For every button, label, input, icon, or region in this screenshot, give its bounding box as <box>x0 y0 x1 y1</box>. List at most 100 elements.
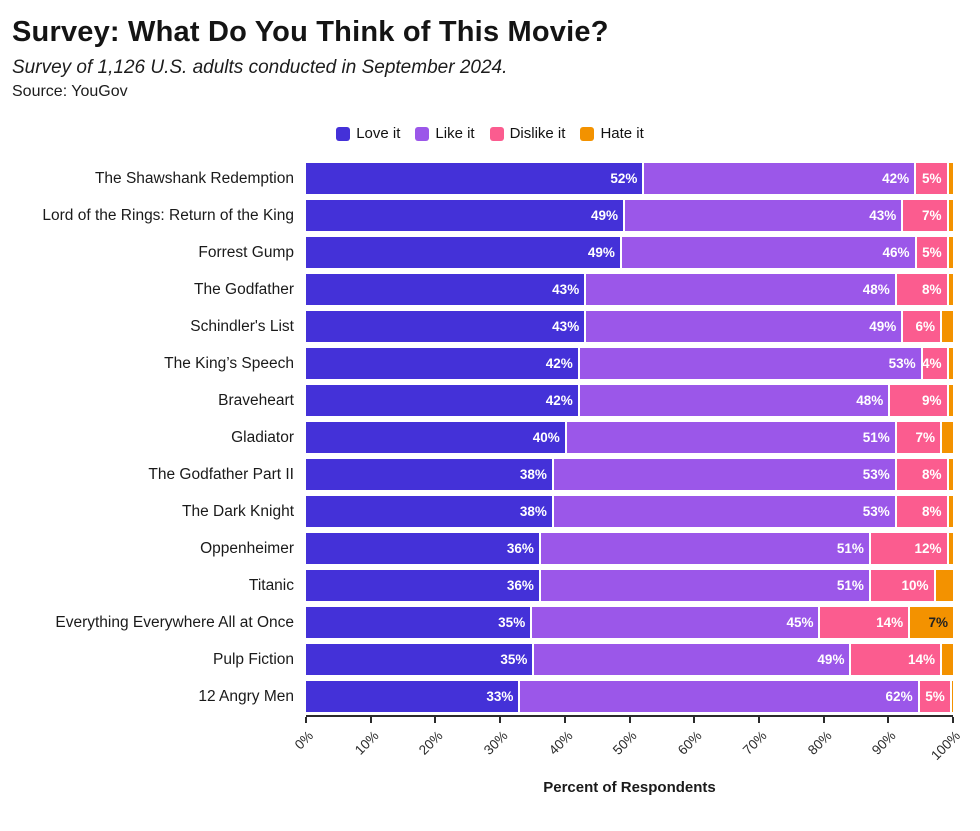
segment-value-label: 53% <box>862 467 890 482</box>
bar-segment-love-it: 36% <box>306 570 539 601</box>
x-tick-label: 40% <box>545 728 576 758</box>
bar-chart: The Shawshank Redemption 52% 42% 5% Lord of … <box>0 160 980 715</box>
segment-value-label: 7% <box>921 208 942 223</box>
bar-segment-like-it: 48% <box>584 274 895 305</box>
bar-segment-dislike-it: 7% <box>901 200 947 231</box>
bar-segment-love-it: 38% <box>306 496 552 527</box>
bar-segment-dislike-it: 4% <box>920 348 947 379</box>
legend-item-love-it: Love it <box>336 125 400 142</box>
bar-row: The King’s Speech 42% 53% 4% <box>0 345 980 382</box>
category-label: Lord of the Rings: Return of the King <box>42 206 294 224</box>
bar-segment-love-it: 43% <box>306 274 585 305</box>
stacked-bar: 36% 51% 12% <box>306 533 953 564</box>
segment-value-label: 12% <box>914 541 942 556</box>
x-tick-mark <box>952 717 954 723</box>
bar-segment-hate-it <box>933 570 953 601</box>
segment-value-label: 8% <box>922 504 942 519</box>
segment-value-label: 40% <box>532 430 560 445</box>
chart-subtitle: Survey of 1,126 U.S. adults conducted in… <box>12 57 508 78</box>
bar-segment-like-it: 62% <box>518 681 918 712</box>
segment-value-label: 49% <box>590 208 619 223</box>
bar-segment-like-it: 51% <box>538 570 869 601</box>
bar-segment-dislike-it: 8% <box>894 459 947 490</box>
bar-segment-dislike-it: 7% <box>894 422 941 453</box>
segment-value-label: 7% <box>928 615 948 630</box>
x-tick-label: 20% <box>416 728 446 758</box>
x-tick-mark <box>499 717 502 723</box>
x-tick-label: 10% <box>351 728 382 758</box>
stacked-bar: 42% 48% 9% <box>306 385 953 416</box>
x-tick-mark <box>563 717 566 723</box>
segment-value-label: 53% <box>888 356 916 371</box>
x-tick-label: 70% <box>739 728 770 758</box>
segment-value-label: 49% <box>869 319 897 334</box>
bar-segment-hate-it <box>946 385 953 416</box>
segment-value-label: 43% <box>552 319 580 334</box>
category-label: Titanic <box>248 576 294 594</box>
segment-value-label: 35% <box>498 615 526 630</box>
bar-segment-hate-it <box>940 422 953 453</box>
segment-value-label: 48% <box>862 282 890 297</box>
segment-value-label: 38% <box>519 467 547 482</box>
segment-value-label: 48% <box>856 393 884 408</box>
bar-row: The Godfather Part II 38% 53% 8% <box>0 456 980 493</box>
segment-value-label: 42% <box>882 171 910 186</box>
category-label: Forrest Gump <box>198 243 294 261</box>
bar-segment-hate-it <box>946 496 953 527</box>
segment-value-label: 42% <box>545 393 573 408</box>
segment-value-label: 8% <box>921 282 942 297</box>
bar-row: Everything Everywhere All at Once 35% 45% 1… <box>0 604 980 641</box>
x-tick-mark <box>628 717 631 723</box>
segment-value-label: 35% <box>500 652 528 667</box>
x-tick-mark <box>757 717 760 723</box>
bar-segment-dislike-it: 8% <box>894 496 947 527</box>
stacked-bar: 42% 53% 4% <box>306 348 953 379</box>
category-label: The Godfather <box>194 280 294 298</box>
bar-segment-love-it: 42% <box>306 385 578 416</box>
bar-segment-hate-it <box>940 311 953 342</box>
category-label: 12 Angry Men <box>198 687 294 705</box>
bar-segment-dislike-it: 6% <box>901 311 941 342</box>
bar-segment-like-it: 51% <box>564 422 895 453</box>
category-label: Braveheart <box>218 391 294 409</box>
bar-row: Braveheart 42% 48% 9% <box>0 382 980 419</box>
category-label: The Godfather Part II <box>148 465 294 483</box>
bar-segment-love-it: 52% <box>306 163 643 194</box>
category-label: Gladiator <box>231 428 294 446</box>
segment-value-label: 5% <box>922 245 942 260</box>
legend-item-like-it: Like it <box>415 125 475 142</box>
chart-source: Source: YouGov <box>12 83 128 100</box>
segment-value-label: 49% <box>587 245 615 260</box>
bar-segment-like-it: 53% <box>551 459 895 490</box>
stacked-bar: 43% 48% 8% <box>306 274 953 305</box>
bar-segment-dislike-it: 5% <box>917 681 950 712</box>
category-label: Pulp Fiction <box>213 650 294 668</box>
bar-segment-like-it: 53% <box>577 348 921 379</box>
bar-segment-dislike-it: 5% <box>914 163 947 194</box>
bar-row: The Dark Knight 38% 53% 8% <box>0 493 980 530</box>
segment-value-label: 53% <box>862 504 890 519</box>
x-axis: 0% 10% 20% 30% 40% 50% 60% 70% 80% 90% 100% <box>292 715 964 779</box>
bar-row: The Godfather 43% 48% 8% <box>0 271 980 308</box>
bar-segment-dislike-it: 14% <box>818 607 909 638</box>
bar-segment-love-it: 43% <box>306 311 585 342</box>
segment-value-label: 43% <box>869 208 897 223</box>
bar-segment-hate-it <box>946 274 953 305</box>
legend-swatch-dislike-it <box>489 126 504 141</box>
bar-segment-like-it: 48% <box>577 385 889 416</box>
bar-row: Gladiator 40% 51% 7% <box>0 419 980 456</box>
stacked-bar: 38% 53% 8% <box>306 496 953 527</box>
legend-swatch-hate-it <box>580 126 595 141</box>
segment-value-label: 14% <box>908 652 936 667</box>
x-tick-mark <box>822 717 825 723</box>
bar-segment-love-it: 36% <box>306 533 539 564</box>
x-tick-label: 30% <box>480 728 511 758</box>
bar-segment-love-it: 33% <box>306 681 519 712</box>
bar-segment-hate-it <box>940 644 953 675</box>
bar-segment-like-it: 42% <box>642 163 915 194</box>
x-tick-label: 100% <box>928 728 964 764</box>
stacked-bar: 36% 51% 10% <box>306 570 953 601</box>
bar-segment-hate-it <box>946 163 953 194</box>
x-tick-mark <box>434 717 437 723</box>
